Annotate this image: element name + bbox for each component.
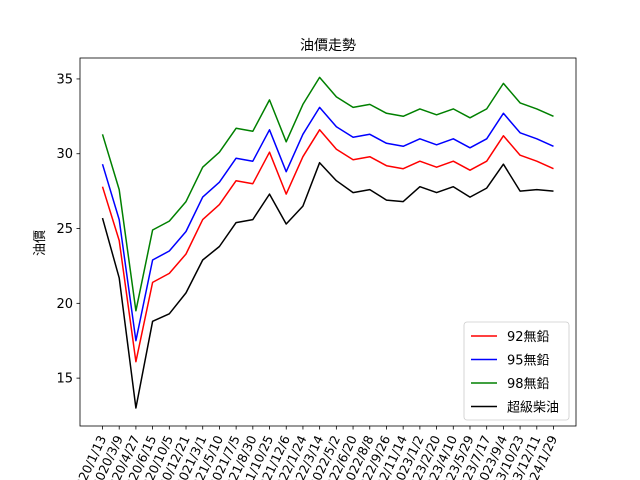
legend-label-0: 92無鉛 bbox=[507, 330, 550, 345]
y-tick-label: 15 bbox=[56, 372, 73, 387]
legend-label-3: 超級柴油 bbox=[507, 401, 559, 416]
y-tick-label: 30 bbox=[56, 147, 73, 162]
y-tick-label: 35 bbox=[56, 72, 73, 87]
y-tick-label: 20 bbox=[56, 297, 73, 312]
y-axis-label: 油價 bbox=[33, 230, 48, 256]
legend-label-1: 95無鉛 bbox=[507, 354, 550, 369]
legend-box bbox=[463, 321, 570, 421]
plot-area bbox=[101, 76, 554, 409]
axes: 15202530352020/1/132020/3/92020/4/272020… bbox=[56, 57, 577, 480]
chart-title: 油價走勢 bbox=[300, 37, 356, 54]
y-tick-label: 25 bbox=[56, 222, 73, 237]
series-line-0 bbox=[101, 129, 554, 363]
series-line-3 bbox=[101, 161, 554, 409]
series-line-1 bbox=[101, 106, 554, 342]
axes-frame bbox=[79, 57, 577, 427]
series-line-2 bbox=[101, 76, 554, 312]
legend-label-2: 98無鉛 bbox=[507, 377, 550, 392]
